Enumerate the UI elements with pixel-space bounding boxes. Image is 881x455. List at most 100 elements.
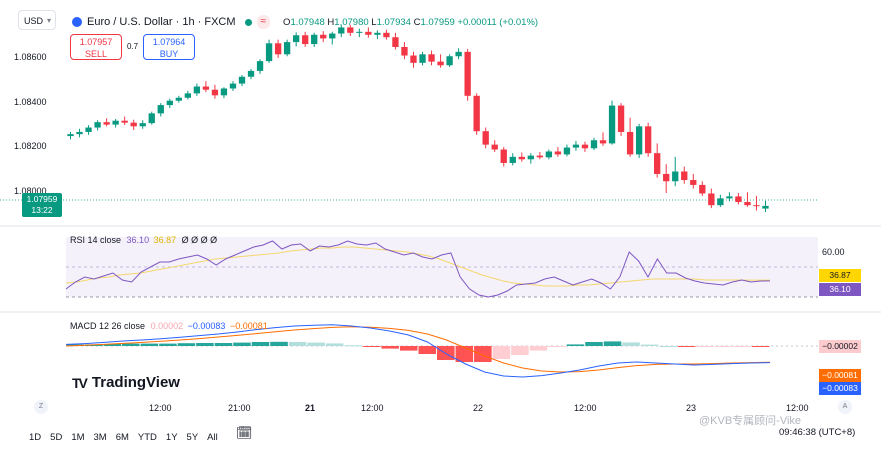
wave-badge[interactable]: ≈ [256, 15, 271, 29]
open-value: 1.07948 [290, 16, 325, 28]
candle-body [302, 35, 309, 45]
timeframe-button-1m[interactable]: 1M [71, 432, 85, 443]
rsi-line [65, 240, 771, 298]
time-label: 12:00 [574, 403, 597, 413]
chart-header: USD ▾ Euro / U.S. Dollar · 1h · FXCM ≈ O… [0, 0, 881, 30]
candle-body [94, 122, 101, 128]
price-tick: 1.08400 [14, 97, 47, 107]
candle-body [121, 120, 128, 123]
price-tick: 1.08200 [14, 141, 47, 151]
candle-body [428, 54, 435, 62]
candle-body [672, 171, 679, 182]
timeframe-button-5d[interactable]: 5D [50, 432, 63, 443]
symbol-logo-icon [72, 17, 82, 27]
candle-body [753, 205, 760, 207]
macd-title[interactable]: MACD 12 26 close [70, 321, 146, 331]
candle-body [130, 122, 137, 127]
macd-histogram-bar [751, 346, 770, 347]
candle-body [473, 95, 480, 132]
timeframe-button-6m[interactable]: 6M [115, 432, 129, 443]
macd-histogram-bar [622, 342, 640, 346]
candle-body [311, 34, 318, 45]
candle-body [446, 56, 453, 66]
macd-histogram-bar [140, 343, 159, 346]
candle-body [320, 34, 327, 39]
rsi-value: 36.10 [126, 235, 150, 245]
rsi-placeholders: Ø Ø Ø Ø [181, 235, 218, 245]
macd-histogram-bar [122, 343, 140, 346]
candle-body [392, 37, 399, 47]
chart-canvas[interactable] [0, 0, 881, 422]
sell-price: 1.07957 [79, 37, 113, 47]
candle-body [690, 180, 697, 185]
price-tick: 1.08000 [14, 186, 47, 196]
macd-histogram-bar [511, 346, 529, 355]
candle-body [148, 113, 155, 124]
buy-button[interactable]: 1.07964 BUY [143, 34, 195, 60]
currency-selector[interactable]: USD ▾ [18, 10, 56, 30]
candle-body [139, 123, 146, 127]
candle-body [211, 89, 219, 96]
candle-body [708, 193, 715, 206]
candle-body [247, 70, 255, 77]
calendar-range-icon[interactable]: 🗓 [236, 425, 253, 440]
candle-body [590, 140, 598, 149]
timeframe-button-ytd[interactable]: YTD [137, 432, 157, 443]
timeframe-button-3m[interactable]: 3M [93, 432, 107, 443]
time-axis-left-button[interactable]: Z [34, 400, 48, 414]
auto-scale-button[interactable]: A [838, 400, 852, 414]
candle-body [482, 131, 489, 145]
rsi-band [66, 237, 818, 297]
candle-body [347, 27, 354, 33]
candle-body [654, 153, 661, 174]
candle-body [175, 97, 182, 101]
timeframe-button-1y[interactable]: 1Y [165, 432, 178, 443]
symbol-legend: Euro / U.S. Dollar · 1h · FXCM ≈ O1.0794… [72, 15, 538, 29]
close-value: 1.07959 [420, 16, 455, 28]
time-label: 21 [305, 403, 316, 413]
timeframe-button-1d[interactable]: 1D [29, 432, 42, 443]
macd-histogram-bar [603, 341, 622, 346]
time-label: 12:00 [361, 403, 384, 413]
macd-histogram-value: 0.00002 [150, 321, 184, 331]
candle-body [166, 100, 173, 106]
macd-legend: MACD 12 26 close 0.00002 −0.00083 −0.000… [70, 321, 268, 331]
rsi-ma-tag: 36.87 [819, 269, 861, 282]
rsi-title[interactable]: RSI 14 close [70, 235, 122, 245]
low-value: 1.07934 [376, 16, 411, 28]
market-open-icon [244, 18, 252, 26]
macd-histogram-bar [659, 346, 677, 347]
macd-histogram-bar [566, 344, 585, 346]
high-value: 1.07980 [334, 16, 369, 28]
macd-histogram-bar [307, 342, 325, 346]
candle-body [581, 144, 589, 149]
low-label: L [371, 16, 377, 28]
ohlc-values: O1.07948 H1.07980 L1.07934 C1.07959 +0.0… [283, 17, 538, 28]
macd-histogram-bar [251, 342, 270, 346]
macd-histogram-bar [696, 346, 714, 347]
rsi-level-label: 60.00 [822, 247, 845, 257]
clock[interactable]: 09:46:38 (UTC+8) [779, 427, 856, 438]
price-tick: 1.08600 [14, 52, 47, 62]
timeframe-button-all[interactable]: All [207, 432, 218, 443]
candle-body [500, 149, 507, 163]
candle-body [663, 173, 670, 182]
candle-body [292, 35, 300, 43]
macd-histogram-bar [214, 343, 233, 346]
macd-signal-line [65, 326, 771, 373]
watermark-text: TradingView [91, 374, 180, 391]
candle-body [744, 202, 751, 206]
current-price: 1.07959 [26, 194, 58, 204]
candle-body [735, 196, 742, 203]
macd-histogram-bar [640, 344, 659, 346]
symbol-title[interactable]: Euro / U.S. Dollar · 1h · FXCM [87, 16, 236, 28]
macd-histogram-bar [381, 346, 399, 349]
macd-histogram-bar [325, 343, 344, 346]
candle-body [762, 205, 769, 209]
timeframe-button-5y[interactable]: 5Y [186, 432, 199, 443]
candle-body [608, 105, 616, 144]
candle-body [464, 51, 471, 96]
macd-series [65, 324, 771, 378]
macd-histogram-bar [585, 342, 603, 346]
sell-button[interactable]: 1.07957 SELL [70, 34, 122, 60]
